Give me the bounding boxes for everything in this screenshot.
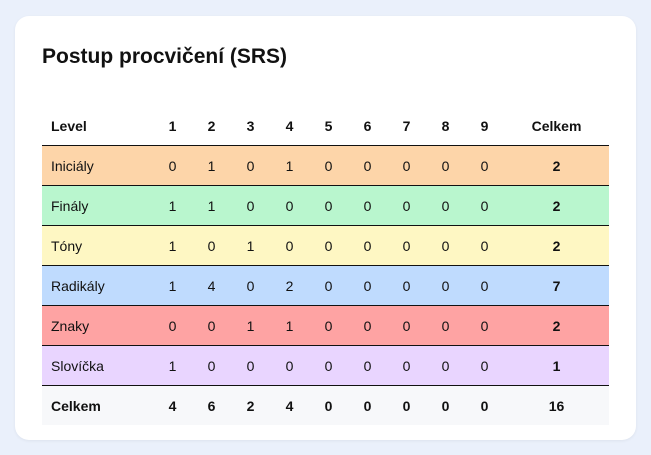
cell-level-1: 0	[153, 305, 192, 346]
footer-level-5: 0	[309, 385, 348, 425]
row-label: Slovíčka	[42, 345, 153, 386]
cell-level-6: 0	[348, 145, 387, 186]
row-total: 1	[504, 345, 609, 386]
cell-level-6: 0	[348, 265, 387, 306]
cell-level-4: 1	[270, 145, 309, 186]
cell-level-1: 1	[153, 185, 192, 226]
cell-level-8: 0	[426, 185, 465, 226]
table-row: Iniciály 0 1 0 1 0 0 0 0 0 2	[42, 145, 609, 186]
row-total: 2	[504, 145, 609, 186]
cell-level-2: 0	[192, 305, 231, 346]
cell-level-3: 1	[231, 305, 270, 346]
cell-level-5: 0	[309, 145, 348, 186]
cell-level-6: 0	[348, 225, 387, 266]
header-level: Level	[42, 106, 153, 146]
row-total: 2	[504, 185, 609, 226]
cell-level-4: 1	[270, 305, 309, 346]
cell-level-8: 0	[426, 305, 465, 346]
table-row: Znaky 0 0 1 1 0 0 0 0 0 2	[42, 305, 609, 346]
table-row: Tóny 1 0 1 0 0 0 0 0 0 2	[42, 225, 609, 266]
cell-level-8: 0	[426, 145, 465, 186]
header-level-3: 3	[231, 106, 270, 146]
cell-level-5: 0	[309, 185, 348, 226]
cell-level-4: 0	[270, 225, 309, 266]
row-label: Iniciály	[42, 145, 153, 186]
footer-level-2: 6	[192, 385, 231, 425]
cell-level-5: 0	[309, 305, 348, 346]
row-label: Znaky	[42, 305, 153, 346]
cell-level-7: 0	[387, 225, 426, 266]
cell-level-4: 2	[270, 265, 309, 306]
srs-progress-table: Level 1 2 3 4 5 6 7 8 9 Celkem Iniciály 0…	[42, 106, 609, 425]
cell-level-3: 0	[231, 145, 270, 186]
row-total: 2	[504, 305, 609, 346]
row-total: 2	[504, 225, 609, 266]
header-level-9: 9	[465, 106, 504, 146]
table-row: Slovíčka 1 0 0 0 0 0 0 0 0 1	[42, 345, 609, 386]
header-level-5: 5	[309, 106, 348, 146]
header-level-6: 6	[348, 106, 387, 146]
cell-level-3: 0	[231, 185, 270, 226]
cell-level-8: 0	[426, 225, 465, 266]
cell-level-6: 0	[348, 345, 387, 386]
cell-level-7: 0	[387, 185, 426, 226]
cell-level-1: 1	[153, 345, 192, 386]
cell-level-2: 4	[192, 265, 231, 306]
footer-level-3: 2	[231, 385, 270, 425]
cell-level-7: 0	[387, 345, 426, 386]
cell-level-4: 0	[270, 185, 309, 226]
cell-level-9: 0	[465, 225, 504, 266]
header-level-1: 1	[153, 106, 192, 146]
footer-level-9: 0	[465, 385, 504, 425]
cell-level-4: 0	[270, 345, 309, 386]
cell-level-7: 0	[387, 265, 426, 306]
cell-level-3: 0	[231, 345, 270, 386]
header-level-2: 2	[192, 106, 231, 146]
cell-level-9: 0	[465, 185, 504, 226]
cell-level-2: 0	[192, 225, 231, 266]
footer-row: Celkem 4 6 2 4 0 0 0 0 0 16	[42, 385, 609, 425]
cell-level-9: 0	[465, 145, 504, 186]
cell-level-1: 1	[153, 225, 192, 266]
footer-level-1: 4	[153, 385, 192, 425]
header-level-8: 8	[426, 106, 465, 146]
header-level-7: 7	[387, 106, 426, 146]
cell-level-9: 0	[465, 305, 504, 346]
cell-level-5: 0	[309, 345, 348, 386]
cell-level-3: 0	[231, 265, 270, 306]
cell-level-2: 1	[192, 145, 231, 186]
footer-total: 16	[504, 385, 609, 425]
cell-level-2: 1	[192, 185, 231, 226]
table-row: Radikály 1 4 0 2 0 0 0 0 0 7	[42, 265, 609, 306]
cell-level-1: 0	[153, 145, 192, 186]
footer-level-6: 0	[348, 385, 387, 425]
table-row: Finály 1 1 0 0 0 0 0 0 0 2	[42, 185, 609, 226]
footer-label: Celkem	[42, 385, 153, 425]
cell-level-9: 0	[465, 345, 504, 386]
cell-level-2: 0	[192, 345, 231, 386]
cell-level-9: 0	[465, 265, 504, 306]
row-label: Tóny	[42, 225, 153, 266]
cell-level-8: 0	[426, 345, 465, 386]
cell-level-8: 0	[426, 265, 465, 306]
srs-progress-card: Postup procvičení (SRS) Level 1 2 3 4 5 …	[15, 16, 636, 440]
header-level-4: 4	[270, 106, 309, 146]
cell-level-7: 0	[387, 145, 426, 186]
header-total: Celkem	[504, 106, 609, 146]
row-total: 7	[504, 265, 609, 306]
footer-level-4: 4	[270, 385, 309, 425]
row-label: Radikály	[42, 265, 153, 306]
footer-level-7: 0	[387, 385, 426, 425]
cell-level-6: 0	[348, 305, 387, 346]
card-title: Postup procvičení (SRS)	[42, 45, 288, 68]
cell-level-6: 0	[348, 185, 387, 226]
cell-level-1: 1	[153, 265, 192, 306]
header-row: Level 1 2 3 4 5 6 7 8 9 Celkem	[42, 106, 609, 146]
cell-level-5: 0	[309, 265, 348, 306]
footer-level-8: 0	[426, 385, 465, 425]
cell-level-3: 1	[231, 225, 270, 266]
row-label: Finály	[42, 185, 153, 226]
cell-level-5: 0	[309, 225, 348, 266]
cell-level-7: 0	[387, 305, 426, 346]
